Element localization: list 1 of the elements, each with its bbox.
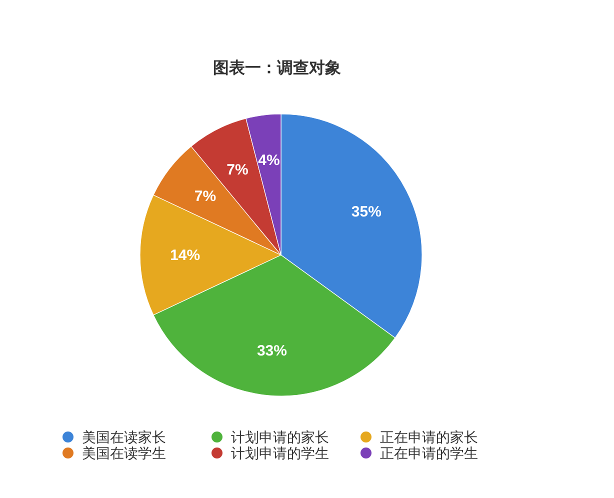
title: 图表一：调查对象 xyxy=(213,60,341,77)
